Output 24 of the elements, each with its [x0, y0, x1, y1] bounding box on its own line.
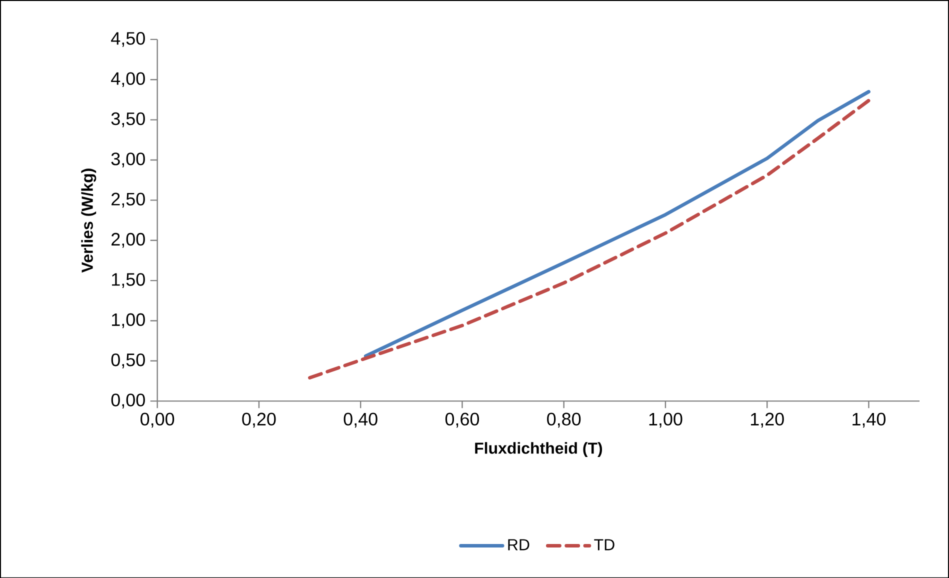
x-tick-label: 0,80	[547, 412, 581, 428]
x-tick-label: 1,20	[750, 412, 784, 428]
line-series	[308, 98, 870, 380]
y-tick-label: 3,50	[111, 112, 145, 128]
x-axis-title: Fluxdichtheid (T)	[475, 442, 602, 457]
x-tick-label: 1,00	[649, 412, 682, 428]
x-tick-label: 0,00	[140, 412, 174, 428]
y-tick-label: 1,50	[112, 272, 145, 288]
y-tick-label: 2,50	[112, 192, 145, 208]
x-tick-label: 0,20	[242, 412, 276, 428]
legend-label: TD	[594, 539, 614, 550]
x-tick-label: 1,40	[852, 412, 886, 428]
y-axis-title: Verlies (W/kg)	[81, 168, 96, 272]
y-tick-label: 2,00	[112, 232, 145, 248]
x-tick-label: 0,60	[445, 412, 480, 428]
y-tick-label: 1,00	[112, 313, 145, 328]
y-tick-label: 4,50	[111, 32, 145, 47]
legend-label: RD	[508, 539, 530, 550]
line-series	[364, 90, 870, 358]
y-tick-label: 0,50	[111, 353, 145, 368]
x-tick-label: 0,40	[344, 412, 378, 428]
y-tick-label: 0,00	[111, 393, 145, 408]
y-tick-label: 3,00	[111, 152, 145, 168]
y-tick-label: 4,00	[111, 72, 145, 87]
